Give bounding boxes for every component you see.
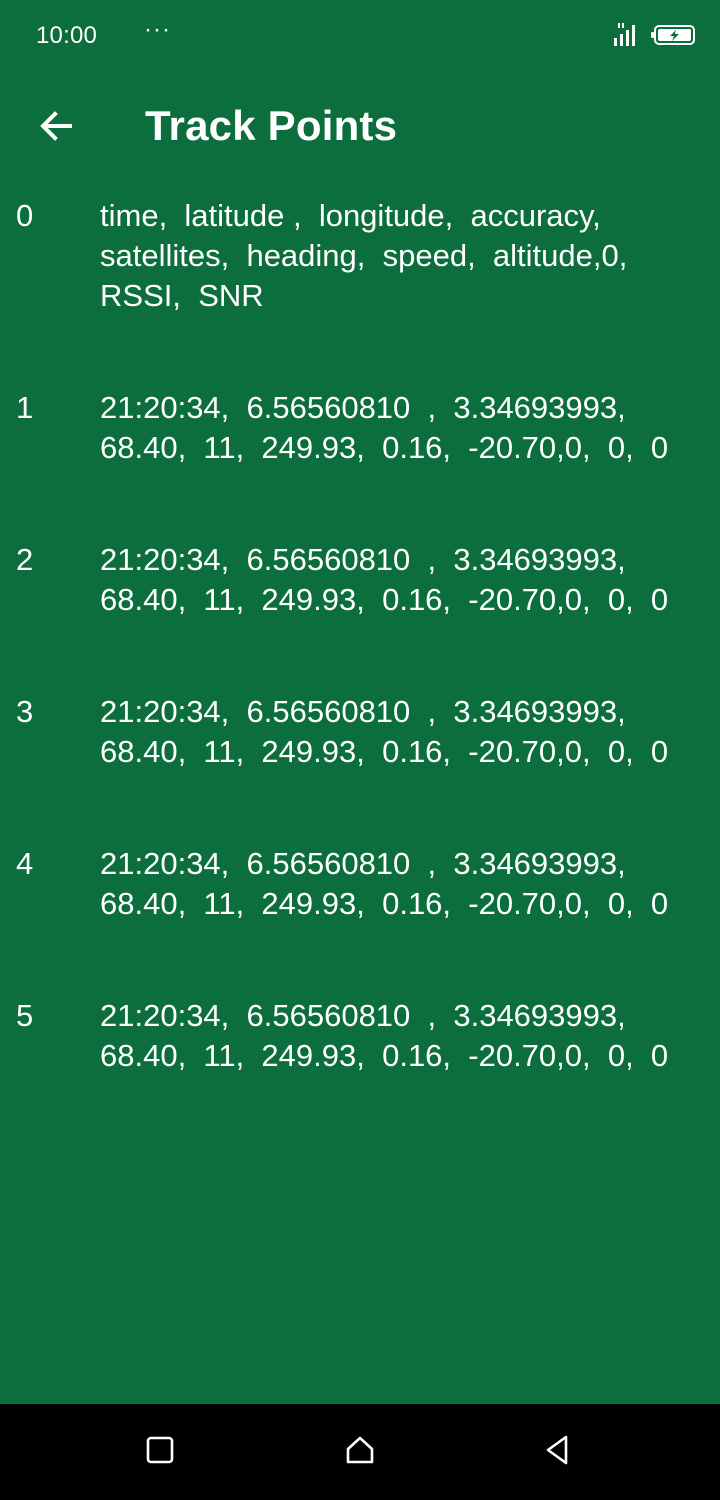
- signal-strength-icon: [612, 22, 642, 48]
- recents-button[interactable]: [136, 1428, 184, 1476]
- track-point-index: 3: [16, 694, 34, 729]
- track-point-text: 21:20:34, 6.56560810 , 3.34693993, 68.40…: [100, 846, 669, 921]
- page-title: Track Points: [145, 102, 398, 149]
- track-point-row[interactable]: 3 21:20:34, 6.56560810 , 3.34693993, 68.…: [0, 692, 720, 844]
- track-point-index: 0: [16, 198, 34, 233]
- track-point-text: time, latitude , longitude, accuracy, sa…: [100, 198, 628, 313]
- home-button[interactable]: [336, 1428, 384, 1476]
- nav-back-button[interactable]: [534, 1428, 582, 1476]
- triangle-back-icon: [542, 1434, 574, 1471]
- track-point-text: 21:20:34, 6.56560810 , 3.34693993, 68.40…: [100, 694, 669, 769]
- track-point-index: 2: [16, 542, 34, 577]
- track-point-index: 1: [16, 390, 34, 425]
- track-point-row[interactable]: 5 21:20:34, 6.56560810 , 3.34693993, 68.…: [0, 996, 720, 1148]
- home-icon: [344, 1434, 376, 1471]
- track-point-row[interactable]: 0 time, latitude , longitude, accuracy, …: [0, 196, 720, 388]
- track-point-row[interactable]: 2 21:20:34, 6.56560810 , 3.34693993, 68.…: [0, 540, 720, 692]
- track-point-index: 4: [16, 846, 34, 881]
- status-bar: 10:00 ···: [0, 0, 720, 72]
- arrow-left-icon: [36, 106, 76, 151]
- track-point-index: 5: [16, 998, 34, 1033]
- track-point-text: 21:20:34, 6.56560810 , 3.34693993, 68.40…: [100, 390, 669, 465]
- track-point-text: 21:20:34, 6.56560810 , 3.34693993, 68.40…: [100, 998, 669, 1073]
- track-point-row[interactable]: 1 21:20:34, 6.56560810 , 3.34693993, 68.…: [0, 388, 720, 540]
- app-bar: Track Points: [0, 72, 720, 184]
- track-point-text: 21:20:34, 6.56560810 , 3.34693993, 68.40…: [100, 542, 669, 617]
- track-point-row[interactable]: 4 21:20:34, 6.56560810 , 3.34693993, 68.…: [0, 844, 720, 996]
- square-recents-icon: [145, 1435, 175, 1470]
- notification-dots: ···: [144, 16, 171, 43]
- back-button[interactable]: [24, 96, 88, 160]
- track-points-list: 0 time, latitude , longitude, accuracy, …: [0, 196, 720, 1148]
- status-time: 10:00: [36, 22, 98, 49]
- battery-charging-icon: [650, 24, 696, 46]
- system-nav-bar: [0, 1404, 720, 1500]
